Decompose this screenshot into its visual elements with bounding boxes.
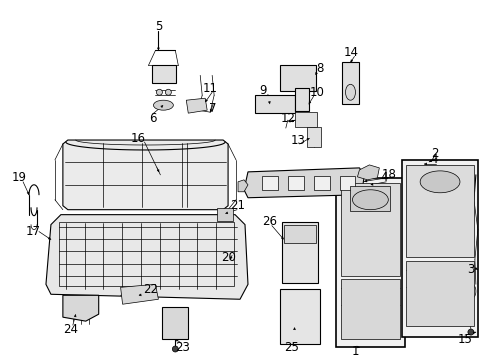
Text: 10: 10 <box>308 86 324 99</box>
Text: 22: 22 <box>142 283 158 296</box>
Polygon shape <box>244 168 364 198</box>
Text: 7: 7 <box>209 102 217 115</box>
Bar <box>162 307 188 339</box>
Polygon shape <box>121 284 158 304</box>
Bar <box>406 261 473 327</box>
Ellipse shape <box>419 171 459 193</box>
Text: 21: 21 <box>230 199 245 212</box>
Bar <box>294 112 316 127</box>
Text: 16: 16 <box>131 131 146 144</box>
Text: 12: 12 <box>280 112 295 125</box>
Text: 14: 14 <box>343 46 358 59</box>
Text: 19: 19 <box>12 171 26 184</box>
Text: 11: 11 <box>202 82 217 95</box>
Ellipse shape <box>165 89 171 95</box>
Bar <box>59 222 234 286</box>
Ellipse shape <box>467 329 473 335</box>
Text: 17: 17 <box>25 225 41 238</box>
Bar <box>262 176 277 190</box>
Bar <box>339 176 355 190</box>
Bar <box>283 225 315 243</box>
Text: 18: 18 <box>381 168 396 181</box>
Text: 4: 4 <box>429 153 437 166</box>
Polygon shape <box>238 180 247 192</box>
Bar <box>281 222 317 283</box>
Ellipse shape <box>352 190 387 210</box>
Bar <box>340 183 400 276</box>
Ellipse shape <box>153 100 173 110</box>
Text: 9: 9 <box>259 84 266 97</box>
Text: 1: 1 <box>351 345 359 357</box>
Text: 6: 6 <box>148 112 156 125</box>
Bar <box>287 176 303 190</box>
Text: 23: 23 <box>175 341 189 354</box>
Polygon shape <box>63 295 99 321</box>
Bar <box>294 88 308 111</box>
Ellipse shape <box>172 346 178 352</box>
Text: 24: 24 <box>63 323 78 336</box>
Bar <box>306 127 320 147</box>
Bar <box>254 95 294 113</box>
Bar <box>279 289 319 344</box>
Ellipse shape <box>156 89 162 95</box>
Bar <box>340 279 400 338</box>
Ellipse shape <box>345 84 355 100</box>
Bar <box>217 208 233 221</box>
Polygon shape <box>357 165 379 180</box>
Text: 8: 8 <box>315 62 323 75</box>
Text: 26: 26 <box>262 215 277 228</box>
Bar <box>402 160 477 337</box>
Bar <box>313 176 329 190</box>
Text: 15: 15 <box>457 333 471 346</box>
Text: 25: 25 <box>284 341 299 354</box>
Polygon shape <box>46 215 247 299</box>
Bar <box>406 165 473 257</box>
Text: 20: 20 <box>220 251 235 264</box>
Polygon shape <box>63 140 227 210</box>
Text: 3: 3 <box>466 263 474 276</box>
Text: 5: 5 <box>154 20 162 33</box>
Text: 2: 2 <box>430 148 438 161</box>
Polygon shape <box>186 98 207 113</box>
Text: 4: 4 <box>380 171 387 184</box>
Bar <box>279 66 315 91</box>
Bar <box>350 186 389 211</box>
Text: 13: 13 <box>290 134 305 147</box>
Bar <box>152 66 176 83</box>
Bar <box>341 62 359 104</box>
Bar <box>335 178 405 347</box>
